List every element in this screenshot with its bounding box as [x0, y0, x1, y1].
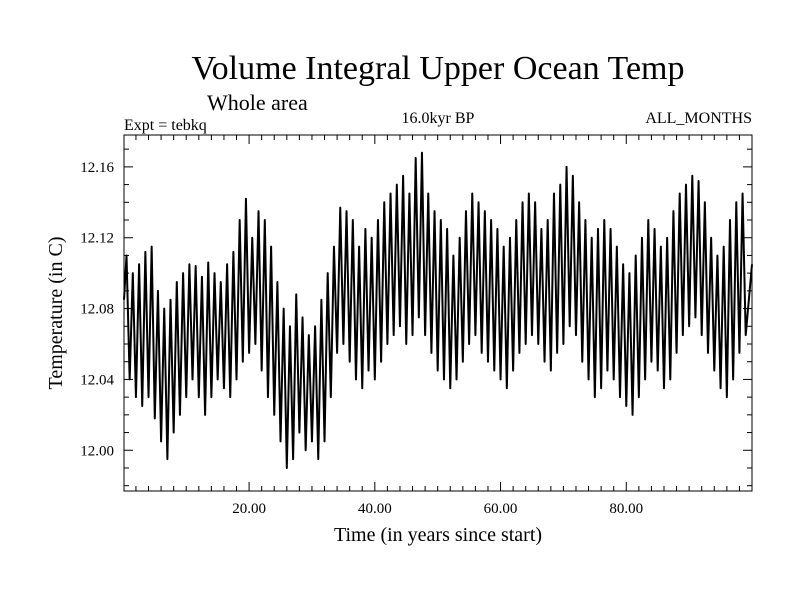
chart-title: Volume Integral Upper Ocean Temp [192, 50, 685, 87]
x-tick-label: 40.00 [358, 501, 392, 517]
chart-subtitle: Whole area [207, 90, 308, 115]
x-axis-label: Time (in years since start) [334, 524, 542, 546]
axes: 20.00 40.00 60.00 80.00 12.00 12.04 12.08 12.12… [80, 135, 752, 517]
y-tick-label: 12.08 [80, 302, 114, 318]
x-tick-label: 20.00 [232, 501, 266, 517]
experiment-label: Expt = tebkq [124, 117, 207, 134]
y-tick-label: 12.16 [80, 160, 114, 176]
series-layer [123, 151, 753, 469]
y-tick-label: 12.12 [80, 231, 114, 247]
y-tick-label: 12.04 [80, 372, 114, 388]
x-tick-label: 80.00 [609, 501, 643, 517]
series-line [123, 151, 753, 469]
x-tick-label: 60.00 [484, 501, 518, 517]
y-tick-label: 12.00 [80, 443, 114, 459]
months-label: ALL_MONTHS [645, 110, 752, 127]
y-axis-label: Temperature (in C) [45, 237, 67, 390]
period-label: 16.0kyr BP [402, 110, 475, 127]
